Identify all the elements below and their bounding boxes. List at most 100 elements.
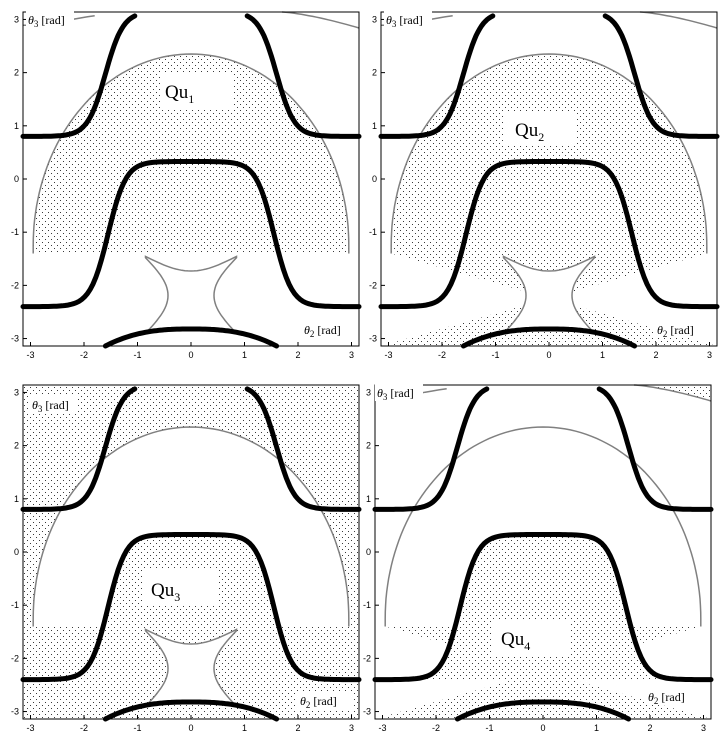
y-tick-label: -2: [369, 280, 377, 290]
x-tick-label: 2: [295, 723, 300, 733]
region-label: Qu1: [165, 82, 194, 106]
y-tick-label: -2: [11, 280, 19, 290]
x-tick-label: 2: [647, 723, 652, 733]
panel-qu1: -3 -2 -1 0 1 2 3 -3 -2 -1 0 1 2 3 Qu1 θ3 [rad] θ2 [ra…: [11, 10, 362, 360]
x-tick-label: 2: [295, 350, 300, 360]
y-tick-label: -1: [11, 600, 19, 610]
cup-curve-left: [20, 13, 138, 139]
y-tick-label: 1: [14, 121, 19, 131]
x-tick-label: -1: [485, 723, 493, 733]
y-tick-label: 1: [372, 121, 377, 131]
bell-curve: [372, 532, 714, 683]
thick-curves: [378, 13, 720, 349]
y-tick-label: -3: [369, 334, 377, 344]
region-label-box: [143, 570, 219, 606]
bell-curve: [20, 532, 362, 683]
x-tick-label: -3: [384, 350, 392, 360]
dome-curve: [390, 53, 708, 254]
dome-curve: [32, 426, 350, 627]
panel-qu3: -3 -2 -1 0 1 2 3 -3 -2 -1 0 1 2 3 Qu3 θ3 [rad] θ2 [ra…: [11, 384, 362, 733]
y-tick-label: 0: [14, 174, 19, 184]
dome-clear: [33, 427, 349, 627]
x-tick-label: -2: [432, 723, 440, 733]
xlabel-box: [301, 320, 351, 338]
cup-curve-left: [20, 386, 138, 512]
star-hole: [145, 256, 237, 334]
bottom-arc: [460, 326, 638, 349]
ylabel: θ3 [rad]: [386, 13, 423, 29]
bell-shading: [375, 534, 711, 680]
y-tick-label: -3: [11, 707, 19, 717]
thick-curves: [20, 13, 362, 349]
ylabel: θ3 [rad]: [28, 13, 65, 29]
cup-curve-right: [602, 13, 720, 139]
x-tick-label: 3: [707, 350, 712, 360]
ylabel-box: [384, 10, 432, 28]
y-tick-label: 2: [14, 68, 19, 78]
cup-curve-right: [244, 386, 362, 512]
x-tick-label: 3: [349, 350, 354, 360]
x-tick-label: -2: [438, 350, 446, 360]
xlabel: θ2 [rad]: [648, 690, 685, 706]
y-tick-label: 2: [372, 68, 377, 78]
y-tick-label: 3: [14, 14, 19, 24]
y-tick-label: -2: [363, 653, 371, 663]
region-label-box: [161, 72, 233, 108]
shaded-region: [375, 385, 711, 719]
corner-shading: [634, 385, 711, 401]
dome-shading: [381, 54, 717, 346]
corner-arc-right: [633, 384, 712, 402]
bottom-arc: [102, 699, 280, 722]
x-tick-label: 2: [653, 350, 658, 360]
corner-arc-right: [639, 11, 718, 29]
xlabel: θ2 [rad]: [300, 694, 337, 710]
ylabel-box: [26, 10, 74, 28]
x-tick-label: 1: [594, 723, 599, 733]
x-tick-label: 1: [242, 723, 247, 733]
x-tick-label: 0: [546, 350, 551, 360]
y-tick-label: 2: [366, 441, 371, 451]
axes: -3 -2 -1 0 1 2 3 -3 -2 -1 0 1 2 3: [369, 11, 718, 360]
bell-curve: [20, 159, 362, 310]
cup-curve-right: [596, 386, 714, 512]
bottom-arc: [454, 699, 632, 722]
xlabel-box: [653, 320, 705, 338]
y-tick-label: 0: [366, 547, 371, 557]
star-hole: [145, 629, 237, 707]
region-label: Qu3: [151, 580, 180, 604]
y-tick-label: 2: [14, 441, 19, 451]
labels: Qu1 θ3 [rad] θ2 [rad]: [26, 10, 351, 339]
labels: Qu2 θ3 [rad] θ2 [rad]: [384, 10, 705, 339]
y-tick-label: 0: [372, 174, 377, 184]
corner-arc-right: [281, 11, 360, 29]
dome-curve: [384, 426, 702, 627]
y-tick-label: -3: [11, 334, 19, 344]
axes: -3 -2 -1 0 1 2 3 -3 -2 -1 0 1 2 3: [11, 11, 360, 360]
x-tick-label: -2: [80, 723, 88, 733]
labels: Qu4 θ3 [rad] θ2 [rad]: [375, 383, 701, 706]
x-tick-label: -1: [491, 350, 499, 360]
y-tick-label: -1: [11, 227, 19, 237]
y-tick-label: 3: [14, 387, 19, 397]
xlabel-box: [645, 687, 701, 705]
ylabel-box: [375, 383, 423, 401]
thick-curves: [372, 386, 714, 722]
x-tick-label: -1: [133, 723, 141, 733]
y-tick-label: -1: [363, 600, 371, 610]
y-tick-label: 1: [366, 494, 371, 504]
x-tick-label: -3: [26, 350, 34, 360]
shaded-region: [23, 12, 359, 346]
x-tick-label: 3: [349, 723, 354, 733]
cup-curve-right: [244, 13, 362, 139]
region-label-box: [493, 621, 569, 657]
shaded-region: [23, 385, 359, 719]
y-tick-label: 1: [14, 494, 19, 504]
x-tick-label: 1: [600, 350, 605, 360]
x-tick-label: 0: [540, 723, 545, 733]
region-label: Qu2: [515, 120, 544, 144]
bell-shading: [23, 534, 359, 680]
shaded-region: [381, 12, 717, 346]
xlabel: θ2 [rad]: [304, 323, 341, 339]
cup-curve-left: [378, 13, 496, 139]
